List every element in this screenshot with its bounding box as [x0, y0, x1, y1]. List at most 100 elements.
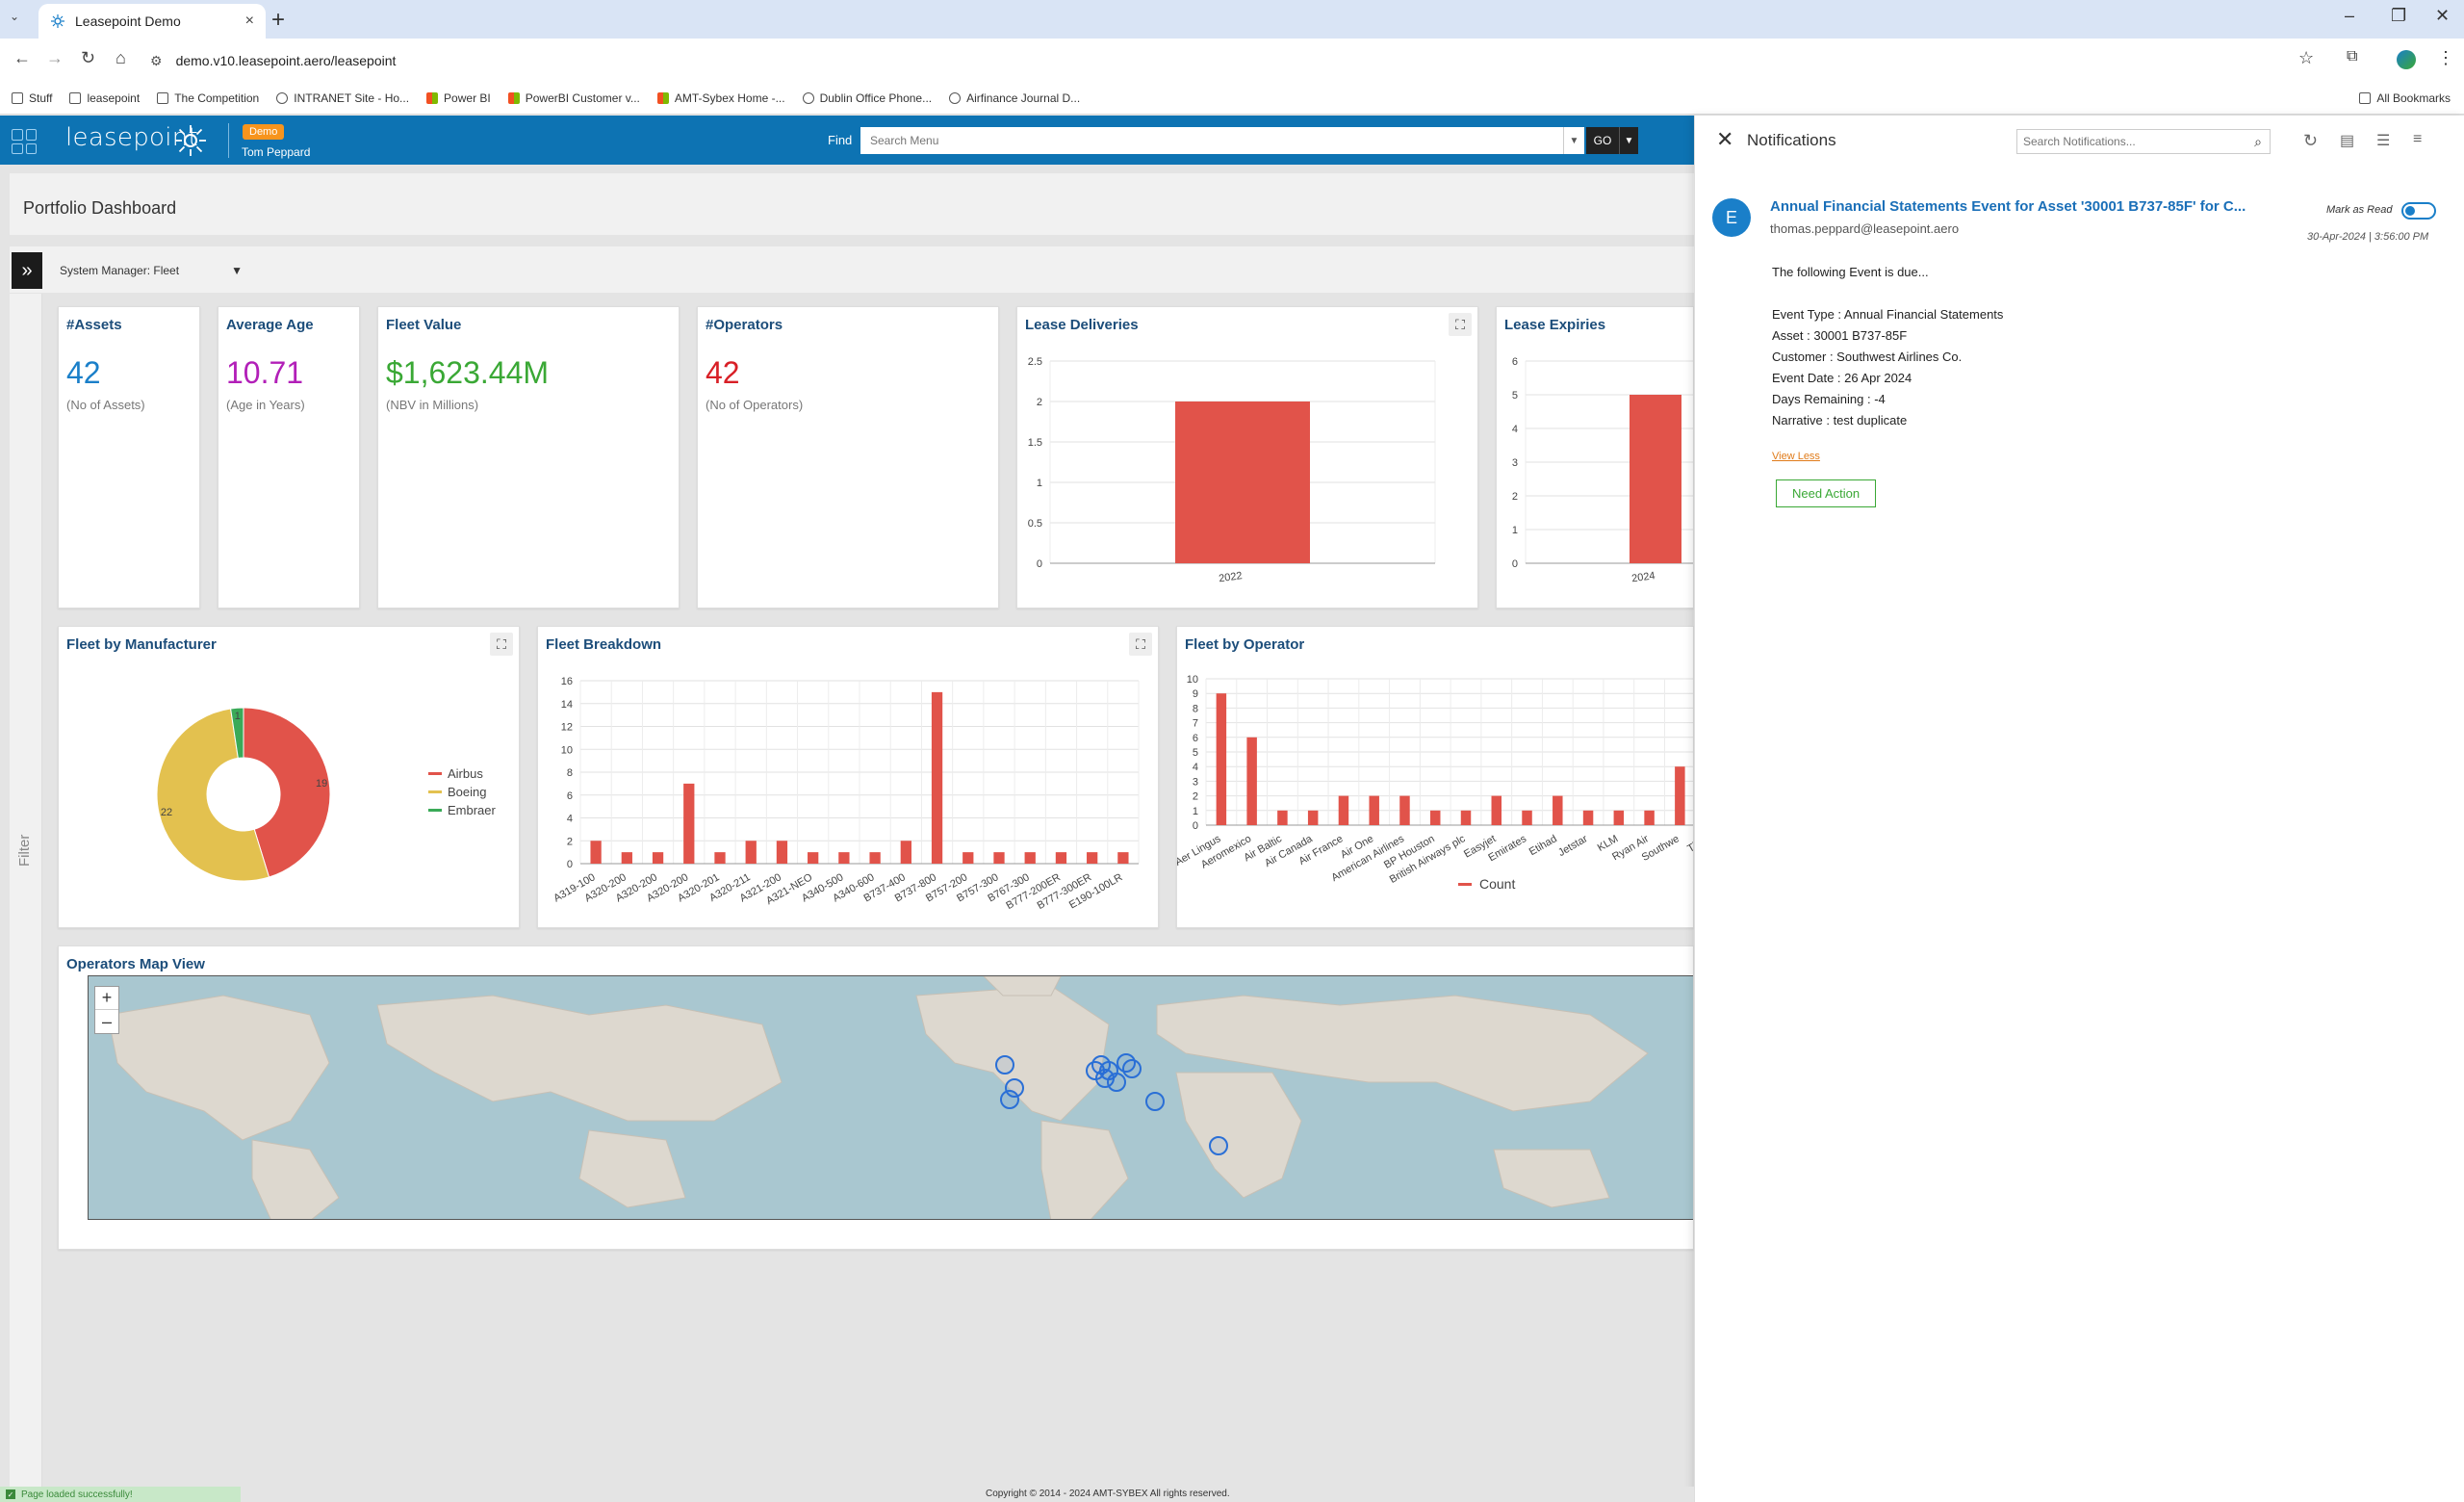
legend-swatch [428, 790, 442, 793]
panel-title: Lease Deliveries [1025, 317, 1139, 333]
kpi-value: 42 [66, 355, 101, 390]
bar [1675, 766, 1685, 825]
operator-marker[interactable] [1145, 1092, 1165, 1111]
notification-title-link[interactable]: Annual Financial Statements Event for As… [1770, 198, 2246, 215]
bar [1399, 795, 1410, 825]
bar [1553, 795, 1563, 825]
bar [1277, 810, 1288, 825]
y-tick-label: 0.5 [1028, 518, 1042, 530]
expand-filter-button[interactable]: » [12, 252, 42, 289]
filter-side-tab[interactable] [10, 294, 42, 1488]
bar [1644, 810, 1655, 825]
tab-close-icon[interactable]: × [244, 13, 254, 29]
close-window-button[interactable]: ✕ [2435, 6, 2451, 25]
browser-tabstrip [0, 0, 2464, 39]
fullscreen-icon[interactable]: ⛶ [490, 633, 513, 656]
bar [1087, 852, 1098, 864]
zoom-out-button[interactable]: – [101, 1011, 112, 1031]
need-action-button[interactable]: Need Action [1776, 479, 1877, 507]
footer: Copyright © 2014 - 2024 AMT-SYBEX All ri… [0, 1487, 1694, 1502]
operator-marker[interactable] [1209, 1136, 1228, 1155]
bookmark-folder[interactable]: leasepoint [69, 91, 140, 105]
minimize-button[interactable]: – [2345, 6, 2355, 25]
profile-avatar[interactable] [2397, 50, 2416, 69]
land-eurasia [1156, 995, 1649, 1112]
x-tick-label: Etihad [1527, 833, 1559, 858]
find-group: ▼ GO ▼ [860, 127, 1638, 154]
x-tick-label: Jetstar [1556, 833, 1590, 859]
bookmark-link[interactable]: INTRANET Site - Ho... [276, 91, 409, 105]
y-tick-label: 16 [561, 676, 573, 687]
extensions-icon[interactable]: ⧉ [2347, 48, 2358, 65]
site-info-icon[interactable]: ⚙ [150, 52, 163, 68]
go-dropdown-icon[interactable]: ▼ [1619, 127, 1638, 154]
app-grid-icon[interactable] [12, 129, 37, 154]
fullscreen-icon[interactable]: ⛶ [1129, 633, 1152, 656]
close-icon[interactable]: ✕ [1716, 127, 1734, 151]
lease-deliveries-chart: 0 0.5 1 1.5 2 2.5 2022 [1028, 356, 1436, 584]
restore-button[interactable]: ❐ [2391, 6, 2407, 25]
bookmark-link[interactable]: AMT-Sybex Home -... [656, 91, 785, 105]
address-bar[interactable]: ⚙ demo.v10.leasepoint.aero/leasepoint [150, 46, 2316, 75]
fleet-by-operator-panel: Fleet by Operator 0 1 2 3 4 5 6 7 8 9 10 Aer Lingus… [1176, 626, 1694, 928]
search-icon[interactable]: ⌕ [2254, 133, 2262, 149]
x-tick-label: 2022 [1219, 570, 1244, 584]
land-greenland [983, 976, 1062, 997]
kpi-subtitle: (No of Operators) [706, 398, 804, 412]
bar [1246, 737, 1257, 825]
bar [683, 783, 695, 864]
map-canvas[interactable]: + – [88, 975, 1693, 1220]
filter-settings-icon[interactable]: ☰ [2376, 133, 2391, 149]
operator-marker[interactable] [1107, 1073, 1126, 1092]
operator-marker[interactable] [1122, 1059, 1142, 1078]
calendar-icon[interactable]: ▤ [2340, 133, 2355, 149]
operator-marker[interactable] [1000, 1090, 1019, 1109]
land-north-america-west [107, 995, 330, 1141]
refresh-icon[interactable]: ↻ [2303, 131, 2319, 150]
search-notifications-input[interactable] [2017, 130, 2246, 153]
bar [1613, 810, 1625, 825]
kpi-value: 10.71 [226, 355, 304, 390]
system-manager-select[interactable]: System Manager: Fleet ▼ [60, 264, 243, 277]
zoom-in-button[interactable]: + [95, 987, 118, 1010]
view-less-link[interactable]: View Less [1772, 451, 1820, 462]
sort-icon[interactable]: ≡ [2413, 131, 2423, 147]
avatar: E [1712, 198, 1751, 237]
y-tick-label: 5 [1512, 390, 1518, 401]
search-menu-input[interactable] [860, 127, 1563, 154]
user-name[interactable]: Tom Peppard [242, 145, 311, 159]
home-icon[interactable]: ⌂ [116, 48, 126, 67]
bookmark-link[interactable]: PowerBI Customer v... [507, 91, 640, 105]
bookmark-star-icon[interactable]: ☆ [2298, 48, 2315, 67]
all-bookmarks[interactable]: All Bookmarks [2359, 91, 2451, 105]
search-dropdown-icon[interactable]: ▼ [1563, 127, 1584, 154]
go-button[interactable]: GO [1586, 127, 1619, 154]
browser-menu-icon[interactable]: ⋮ [2437, 48, 2454, 67]
operator-marker[interactable] [995, 1055, 1014, 1075]
bookmark-folder[interactable]: The Competition [157, 91, 259, 105]
bar [1522, 810, 1532, 825]
y-tick-label: 8 [1193, 703, 1198, 714]
reload-icon[interactable]: ↻ [81, 48, 96, 67]
forward-icon[interactable]: → [46, 48, 64, 67]
land-south-america [1040, 1120, 1129, 1219]
browser-tab[interactable]: Leasepoint Demo × [38, 4, 266, 39]
bookmark-link[interactable]: Power BI [426, 91, 491, 105]
tab-search-icon[interactable]: ⌄ [10, 10, 20, 23]
back-icon[interactable]: ← [13, 48, 31, 67]
bookmark-link[interactable]: Airfinance Journal D... [949, 91, 1080, 105]
y-tick-label: 2 [1512, 491, 1518, 503]
mark-as-read-toggle[interactable] [2401, 202, 2436, 220]
legend-label: Embraer [448, 803, 497, 817]
legend-label: Boeing [448, 785, 486, 799]
mark-as-read-label: Mark as Read [2326, 204, 2393, 216]
kpi-title: Fleet Value [386, 317, 462, 333]
bookmark-folder[interactable]: Stuff [12, 91, 52, 105]
bookmark-link[interactable]: Dublin Office Phone... [802, 91, 932, 105]
notifications-title: Notifications [1747, 131, 1836, 149]
kpi-subtitle: (No of Assets) [66, 398, 145, 412]
new-tab-button[interactable]: + [271, 7, 286, 33]
fullscreen-icon[interactable]: ⛶ [1449, 313, 1472, 336]
y-tick-label: 1.5 [1028, 437, 1042, 449]
bar [714, 852, 726, 864]
